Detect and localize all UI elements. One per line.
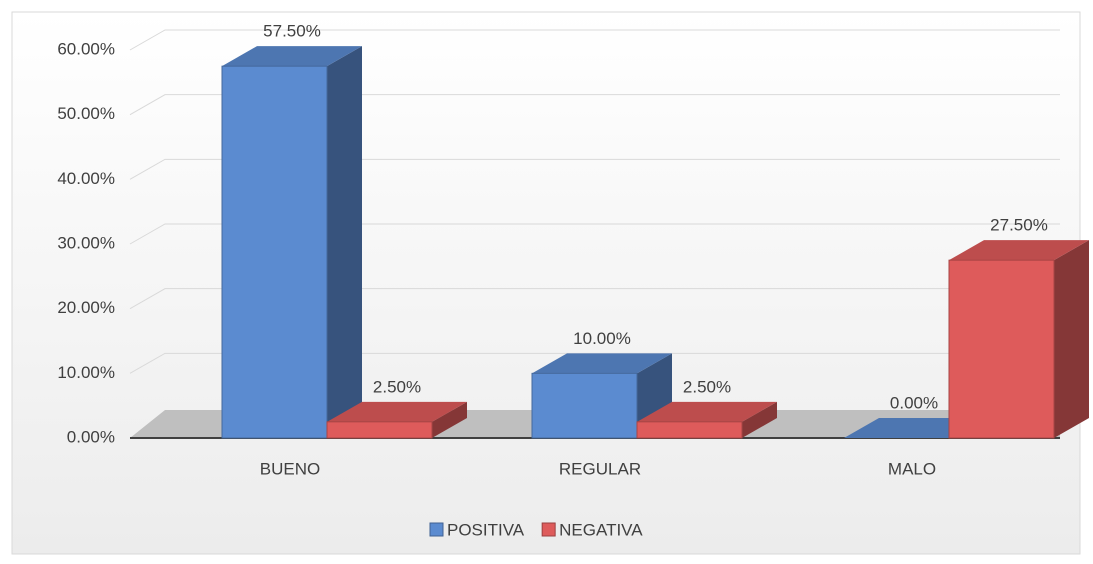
- x-tick-label: MALO: [888, 459, 936, 478]
- value-label: 0.00%: [890, 393, 938, 412]
- y-tick-label: 0.00%: [67, 427, 115, 446]
- bar-side: [1054, 240, 1089, 438]
- y-tick-label: 50.00%: [57, 104, 115, 123]
- x-tick-label: BUENO: [260, 459, 320, 478]
- legend-swatch: [429, 522, 444, 537]
- legend-label: NEGATIVA: [559, 520, 643, 539]
- x-tick-label: REGULAR: [559, 459, 641, 478]
- y-tick-label: 20.00%: [57, 298, 115, 317]
- bar: [948, 259, 1055, 439]
- value-label: 2.50%: [683, 377, 731, 396]
- bar-top: [222, 46, 362, 67]
- legend-label: POSITIVA: [447, 520, 525, 539]
- y-tick-label: 60.00%: [57, 39, 115, 58]
- grid-line: [129, 223, 1060, 245]
- grid-line: [129, 352, 1060, 374]
- y-tick-label: 40.00%: [57, 169, 115, 188]
- chart-area: [11, 11, 1081, 555]
- bar-top: [637, 401, 777, 422]
- bar-top: [327, 401, 467, 422]
- value-label: 2.50%: [373, 377, 421, 396]
- bar: [326, 421, 433, 439]
- bar-side: [742, 401, 777, 438]
- bar: [531, 372, 638, 439]
- bar: [221, 65, 328, 439]
- bar: [636, 421, 743, 439]
- value-label: 27.50%: [990, 216, 1048, 235]
- y-tick-label: 30.00%: [57, 233, 115, 252]
- bar-side: [432, 401, 467, 438]
- legend-swatch: [541, 522, 556, 537]
- bar-top: [532, 353, 672, 374]
- value-label: 10.00%: [573, 329, 631, 348]
- bar-side: [327, 46, 362, 439]
- grid-line: [129, 158, 1060, 180]
- grid-line: [129, 94, 1060, 116]
- grid-line: [129, 29, 1060, 51]
- y-tick-label: 10.00%: [57, 363, 115, 382]
- grid-line: [129, 288, 1060, 310]
- bar-top: [949, 240, 1089, 261]
- value-label: 57.50%: [263, 22, 321, 41]
